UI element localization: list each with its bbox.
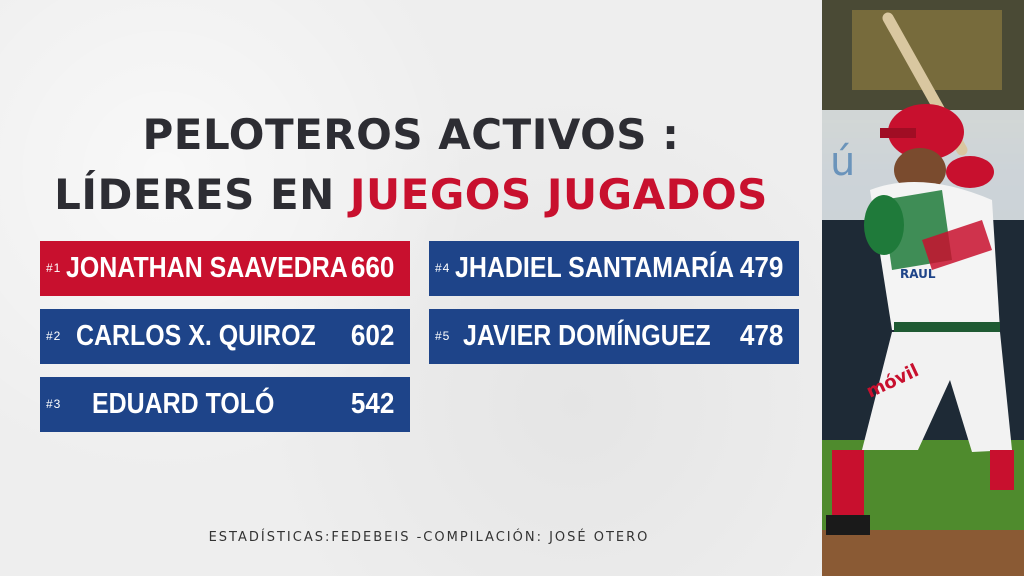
- title-line-1: PELOTEROS ACTIVOS :: [142, 110, 680, 159]
- leader-games: 602: [350, 320, 394, 352]
- leader-rank: #5: [435, 329, 451, 343]
- leader-row-1: #1 JONATHAN SAAVEDRA 660: [40, 241, 410, 296]
- leader-games: 542: [350, 388, 394, 420]
- title-line-2: LÍDERES EN JUEGOS JUGADOS: [0, 170, 822, 219]
- batter-illustration: ú móvil RAUL: [822, 0, 1024, 576]
- leader-row-3: #3 EDUARD TOLÓ 542: [40, 377, 410, 432]
- leader-games: 478: [739, 320, 783, 352]
- leader-name: JAVIER DOMÍNGUEZ: [463, 320, 711, 352]
- title-highlight: JUEGOS JUGADOS: [349, 170, 768, 219]
- leader-rank: #4: [435, 261, 451, 275]
- leader-name: JHADIEL SANTAMARÍA: [455, 252, 734, 284]
- title-prefix: LÍDERES EN: [54, 170, 350, 219]
- leader-rank: #3: [46, 397, 62, 411]
- leader-row-5: #5 JAVIER DOMÍNGUEZ 478: [429, 309, 799, 364]
- credits-footer: ESTADÍSTICAS:FEDEBEIS -COMPILACIÓN: JOSÉ…: [208, 530, 650, 545]
- player-photo: ú móvil RAUL: [822, 0, 1024, 576]
- leader-games: 660: [350, 252, 394, 284]
- leader-name: CARLOS X. QUIROZ: [76, 320, 316, 352]
- svg-text:ú: ú: [830, 139, 855, 185]
- leader-name: EDUARD TOLÓ: [92, 388, 275, 420]
- leader-name: JONATHAN SAAVEDRA: [66, 252, 348, 284]
- leader-rank: #1: [46, 261, 62, 275]
- svg-text:RAUL: RAUL: [900, 267, 936, 281]
- leader-rank: #2: [46, 329, 62, 343]
- leader-row-4: #4 JHADIEL SANTAMARÍA 479: [429, 241, 799, 296]
- leader-row-2: #2 CARLOS X. QUIROZ 602: [40, 309, 410, 364]
- leader-games: 479: [739, 252, 783, 284]
